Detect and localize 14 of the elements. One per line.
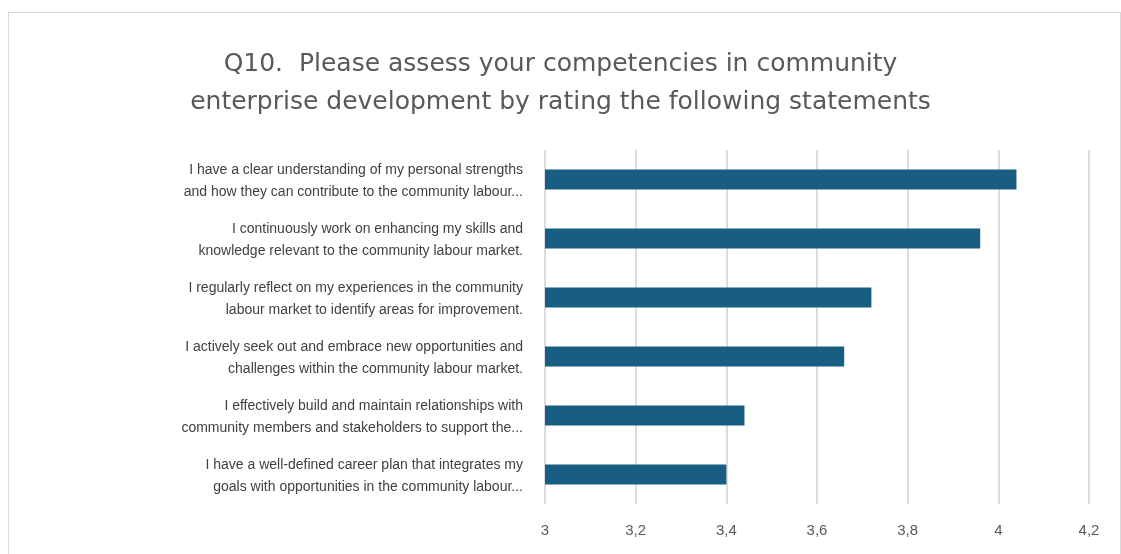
x-tick-label: 3,4 <box>715 521 737 538</box>
x-tick-label: 3,6 <box>806 521 828 538</box>
y-tick-label: I actively seek out and embrace new opportunities and challenges within the community labour market. <box>185 337 523 376</box>
chart-title: Q10. Please assess your competencies in community enterprise development by rating the following statements <box>190 47 931 115</box>
x-tick-label: 4 <box>994 521 1003 538</box>
y-tick-label: I effectively build and maintain relationships with community members and stakeholders to support the... <box>181 396 523 435</box>
x-tick-label: 3,8 <box>897 521 919 538</box>
y-tick-label: I have a clear understanding of my personal strengths and how they can contribute to the community labour... <box>183 160 523 199</box>
x-tick-label: 3 <box>540 521 550 538</box>
y-tick-label: I continuously work on enhancing my skills and knowledge relevant to the community labour market. <box>198 219 523 258</box>
x-tick-label: 3,2 <box>625 521 647 538</box>
y-tick-label: I regularly reflect on my experiences in the community labour market to identify areas for improvement. <box>188 278 523 317</box>
y-tick-label: I have a well-defined career plan that integrates my goals with opportunities in the community labour... <box>205 455 523 494</box>
x-tick-label: 4,2 <box>1078 521 1100 538</box>
